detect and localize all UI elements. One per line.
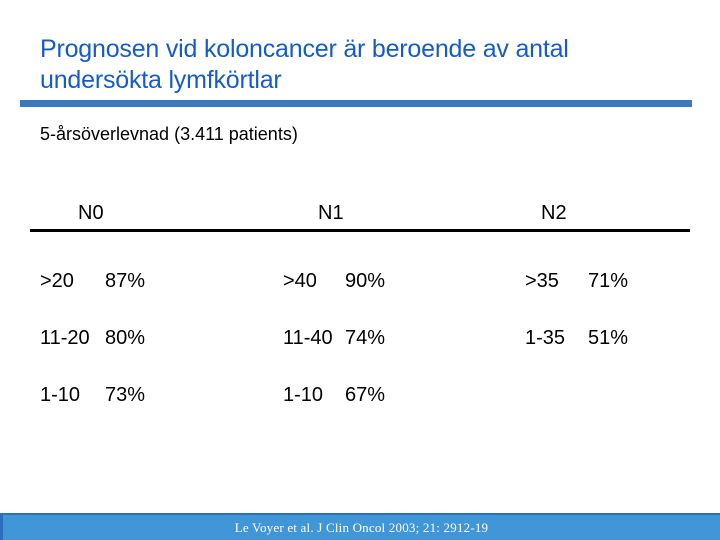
table-cell-n1-row1-value: 90% <box>345 270 386 292</box>
title-underline-rule <box>20 100 692 107</box>
table-cell-n0-row1-label: >20 <box>40 270 74 292</box>
table-cell-n2-row2-label: 1-35 <box>525 327 566 349</box>
table-header-rule <box>30 229 690 232</box>
table-cell-n1-row2-value: 74% <box>345 327 386 349</box>
table-cell-n2-row2-value: 51% <box>588 327 629 349</box>
table-cell-n1-row2-label: 11-40 <box>283 327 333 349</box>
footer-citation-text: Le Voyer et al. J Clin Oncol 2003; 21: 2… <box>234 519 489 535</box>
table-cell-n0-row2-label: 11-20 <box>40 327 90 349</box>
table-cell-n2-row1-value: 71% <box>588 270 629 292</box>
table-cell-n1-row1-label: >40 <box>283 270 317 292</box>
table-cell-n0-row2-value: 80% <box>105 327 146 349</box>
slide-title-line-1: Prognosen vid koloncancer är beroende av… <box>40 35 569 63</box>
table-cell-n0-row3-value: 73% <box>105 384 146 406</box>
slide-title: Prognosen vid koloncancer är beroende av… <box>40 34 680 96</box>
slide-subtitle: 5-årsöverlevnad (3.411 patients) <box>40 124 298 144</box>
table-cell-n1-row3-value: 67% <box>345 384 386 406</box>
table-cell-n0-row1-value: 87% <box>105 270 146 292</box>
table-cell-n2-row1-label: >35 <box>525 270 559 292</box>
column-header-n0: N0 <box>78 202 104 224</box>
footer-citation-bar: Le Voyer et al. J Clin Oncol 2003; 21: 2… <box>0 513 720 540</box>
table-cell-n0-row3-label: 1-10 <box>40 384 81 406</box>
column-header-n1: N1 <box>318 202 344 224</box>
column-header-n2: N2 <box>541 202 567 224</box>
slide-title-line-2: undersökta lymfkörtlar <box>40 66 282 94</box>
table-cell-n1-row3-label: 1-10 <box>283 384 324 406</box>
